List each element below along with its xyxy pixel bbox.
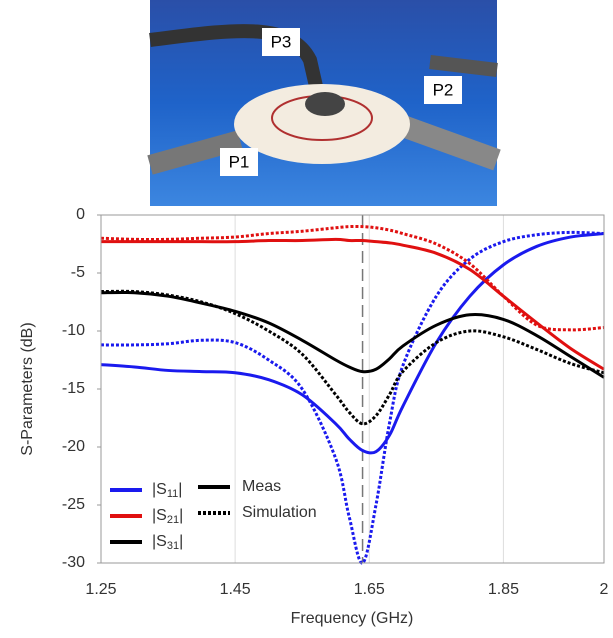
legend-label: |S31| — [152, 533, 183, 552]
y-tick-label: 0 — [76, 206, 85, 223]
legend-label: |S11| — [152, 481, 182, 500]
port-label: P1 — [229, 152, 250, 171]
x-tick-label: 1.25 — [85, 581, 116, 598]
x-tick-label: 1.45 — [220, 581, 251, 598]
y-tick-label: -10 — [62, 322, 85, 339]
y-tick-label: -20 — [62, 438, 85, 455]
series-line — [100, 230, 605, 565]
series-line — [100, 232, 605, 455]
plot-frame — [100, 214, 605, 564]
photo: P3 P2 P1 — [147, 0, 501, 206]
y-tick-label: -30 — [62, 554, 85, 571]
y-tick-label: -25 — [62, 496, 85, 513]
x-tick-label: 1.65 — [354, 581, 385, 598]
y-tick-label: -15 — [62, 380, 85, 397]
port-label: P2 — [433, 80, 454, 99]
port-label: P3 — [271, 32, 292, 51]
legend-label: |S21| — [152, 507, 183, 526]
legend-label: Simulation — [242, 504, 317, 521]
x-axis-label: Frequency (GHz) — [291, 610, 414, 627]
series-line — [100, 224, 605, 332]
y-tick-label: -5 — [71, 264, 85, 281]
plot-background — [101, 215, 604, 563]
series-line — [100, 237, 605, 371]
series-line — [100, 289, 605, 426]
legend-label: Meas — [242, 478, 281, 495]
x-tick-label: 1.85 — [488, 581, 519, 598]
y-axis-label: S-Parameters (dB) — [19, 322, 36, 455]
x-tick-label: 2 — [600, 581, 609, 598]
